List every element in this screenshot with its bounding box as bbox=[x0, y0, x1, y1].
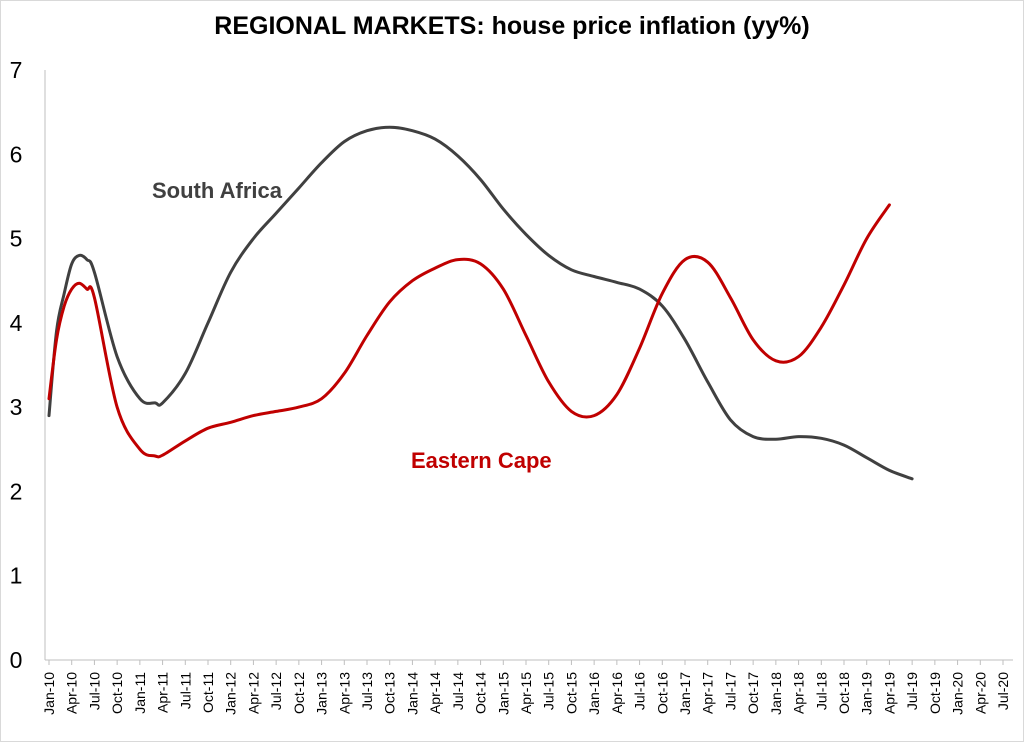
x-tick-label: Jul-14 bbox=[450, 672, 466, 710]
x-tick-label: Jul-18 bbox=[813, 672, 829, 710]
chart-title: REGIONAL MARKETS: house price inflation … bbox=[214, 12, 810, 40]
x-tick-label: Apr-20 bbox=[972, 672, 988, 714]
x-tick-label: Jan-17 bbox=[677, 672, 693, 715]
y-tick-label: 7 bbox=[10, 57, 23, 83]
x-tick-label: Oct-11 bbox=[200, 672, 216, 713]
y-tick-label: 3 bbox=[10, 394, 23, 420]
x-tick-label: Jan-20 bbox=[950, 672, 966, 715]
y-tick-label: 4 bbox=[10, 310, 23, 336]
x-tick-label: Oct-12 bbox=[291, 672, 307, 714]
series-layer: South Africa Eastern Cape bbox=[47, 125, 914, 481]
x-tick-label: Apr-16 bbox=[609, 672, 625, 714]
series-line-eastern-cape bbox=[47, 203, 891, 459]
x-tick-label: Apr-18 bbox=[791, 672, 807, 714]
x-tick-label: Oct-10 bbox=[109, 672, 125, 714]
x-tick-label: Jul-10 bbox=[86, 672, 102, 710]
x-tick-label: Apr-11 bbox=[155, 672, 171, 713]
x-tick-label: Oct-17 bbox=[745, 672, 761, 714]
x-tick-label: Oct-19 bbox=[927, 672, 943, 714]
x-tick-label: Apr-12 bbox=[245, 672, 261, 714]
x-tick-label: Jul-16 bbox=[632, 672, 648, 710]
x-tick-label: Jul-19 bbox=[904, 672, 920, 710]
x-tick-label: Apr-19 bbox=[881, 672, 897, 714]
x-tick-label: Jul-20 bbox=[995, 672, 1011, 710]
x-tick-label: Oct-13 bbox=[382, 672, 398, 714]
x-tick-label: Oct-14 bbox=[473, 672, 489, 714]
x-tick-label: Jan-14 bbox=[404, 672, 420, 715]
x-tick-label: Jan-12 bbox=[223, 672, 239, 715]
series-line-south-africa bbox=[47, 125, 914, 481]
x-tick-label: Jul-13 bbox=[359, 672, 375, 710]
series-label-south-africa: South Africa bbox=[152, 178, 283, 203]
x-tick-label: Apr-15 bbox=[518, 672, 534, 714]
x-tick-label: Apr-13 bbox=[336, 672, 352, 714]
y-tick-label: 0 bbox=[10, 647, 23, 673]
x-tick-label: Jul-17 bbox=[722, 672, 738, 710]
x-tick-label: Oct-16 bbox=[654, 672, 670, 714]
x-tick-label: Oct-15 bbox=[563, 672, 579, 714]
x-tick-label: Jan-16 bbox=[586, 672, 602, 715]
x-tick-label: Oct-18 bbox=[836, 672, 852, 714]
x-tick-label: Jan-15 bbox=[495, 672, 511, 715]
y-tick-label: 1 bbox=[10, 563, 23, 589]
x-tick-label: Apr-10 bbox=[64, 672, 80, 714]
series-label-eastern-cape: Eastern Cape bbox=[411, 448, 552, 473]
x-tick-label: Apr-14 bbox=[427, 672, 443, 714]
x-tick-label: Jul-12 bbox=[268, 672, 284, 710]
x-tick-label: Jul-15 bbox=[541, 672, 557, 710]
x-tick-label: Jan-19 bbox=[859, 672, 875, 715]
x-tick-label: Jan-11 bbox=[132, 672, 148, 714]
y-axis: 0 1 2 3 4 5 6 7 bbox=[10, 57, 46, 673]
x-axis: Jan-10 Apr-10 Jul-10 Oct-10 Jan-11 Apr-11 Jul-… bbox=[41, 659, 1013, 715]
x-tick-label: Jan-10 bbox=[41, 672, 57, 715]
y-tick-label: 2 bbox=[10, 478, 23, 504]
y-tick-label: 5 bbox=[10, 226, 23, 252]
x-tick-label: Apr-17 bbox=[700, 672, 716, 714]
x-tick-label: Jan-18 bbox=[768, 672, 784, 715]
y-tick-label: 6 bbox=[10, 141, 23, 167]
x-tick-label: Jan-13 bbox=[314, 672, 330, 715]
x-tick-label: Jul-11 bbox=[177, 672, 193, 709]
